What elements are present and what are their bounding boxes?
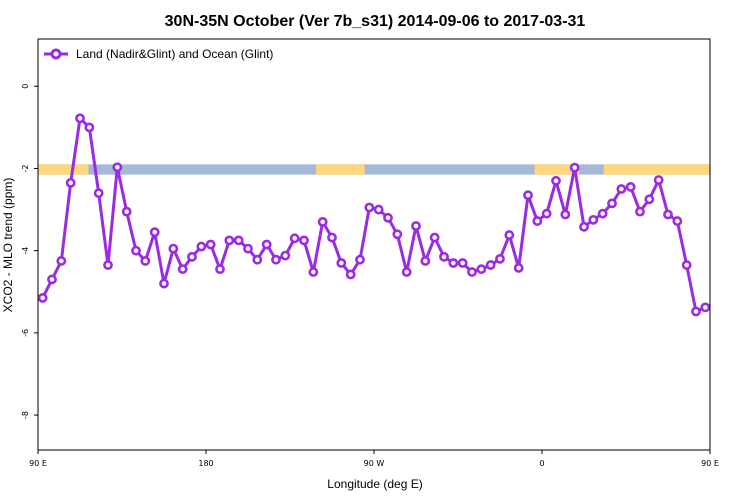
- data-point: [411, 221, 421, 231]
- data-point: [355, 254, 365, 265]
- data-point: [289, 233, 300, 244]
- data-point: [187, 251, 197, 262]
- land-band-segment-1: [316, 164, 365, 175]
- data-point: [420, 256, 431, 266]
- data-point: [65, 177, 76, 188]
- data-point: [616, 184, 627, 194]
- data-point: [523, 190, 533, 201]
- x-tick-label: 0: [539, 459, 544, 468]
- y-tick-label: -4: [21, 247, 30, 255]
- data-point: [597, 208, 608, 219]
- plot-frame: [37, 38, 711, 451]
- data-point: [448, 258, 459, 268]
- land-band-segment-2: [534, 164, 580, 175]
- data-point: [401, 267, 412, 277]
- land-ocean-band: [38, 164, 710, 175]
- data-point: [607, 198, 617, 209]
- legend: Land (Nadir&Glint) and Ocean (Glint): [44, 47, 273, 61]
- y-tick-label: -8: [21, 411, 30, 419]
- data-point: [243, 243, 253, 254]
- legend-marker: [50, 48, 62, 60]
- data-point: [233, 235, 244, 246]
- data-point: [299, 235, 309, 246]
- data-point: [513, 263, 524, 273]
- data-point: [93, 188, 104, 199]
- x-tick-label: 90 W: [364, 459, 385, 468]
- data-point: [541, 208, 552, 219]
- data-point: [38, 293, 48, 303]
- data-point: [681, 260, 692, 270]
- land-band-segment-3: [603, 164, 710, 175]
- data-point: [271, 254, 281, 265]
- data-point: [579, 221, 589, 232]
- land-band-segment-0: [38, 164, 89, 175]
- data-point: [112, 162, 123, 173]
- data-point: [140, 256, 151, 266]
- data-point: [383, 212, 393, 223]
- data-point: [131, 245, 141, 256]
- data-point: [439, 251, 449, 262]
- data-point: [644, 194, 655, 205]
- data-point: [625, 182, 636, 192]
- data-point: [159, 278, 169, 289]
- data-point: [327, 232, 337, 243]
- ocean-band: [38, 164, 710, 175]
- y-tick-label: -2: [21, 164, 30, 172]
- data-point: [177, 264, 188, 275]
- data-point: [691, 306, 701, 317]
- data-point: [504, 230, 515, 240]
- chart-title: 30N-35N October (Ver 7b_s31) 2014-09-06 …: [165, 13, 586, 30]
- data-point: [495, 253, 505, 264]
- x-tick-label: 90 E: [29, 459, 47, 468]
- y-tick-label: 0: [21, 84, 30, 89]
- data-point: [224, 235, 235, 246]
- data-point: [47, 274, 57, 285]
- data-point: [252, 254, 263, 265]
- data-point: [485, 260, 496, 270]
- data-point: [345, 269, 356, 280]
- legend-label: Land (Nadir&Glint) and Ocean (Glint): [76, 47, 273, 61]
- x-axis-ticks: 90 E 180 90 W 0 90 E: [29, 450, 719, 468]
- data-point: [364, 202, 375, 213]
- data-point: [429, 232, 440, 243]
- x-tick-label: 90 E: [701, 459, 719, 468]
- data-point: [308, 267, 319, 277]
- data-point: [205, 239, 216, 250]
- data-point: [317, 216, 328, 227]
- data-point: [551, 175, 561, 186]
- data-point: [532, 216, 543, 226]
- data-point: [168, 243, 179, 254]
- data-point: [75, 113, 85, 124]
- data-point: [672, 216, 683, 226]
- data-point: [457, 258, 468, 268]
- x-tick-label: 180: [198, 459, 213, 468]
- data-point: [261, 239, 272, 250]
- data-point: [280, 250, 291, 261]
- data-point: [663, 209, 673, 220]
- data-point: [373, 204, 384, 215]
- data-point: [569, 162, 580, 173]
- data-point: [121, 206, 132, 217]
- series-layer: [38, 113, 710, 317]
- data-point: [588, 214, 599, 225]
- data-point: [336, 258, 347, 268]
- data-point: [103, 260, 113, 270]
- data-point: [56, 256, 67, 266]
- data-point: [476, 264, 487, 275]
- data-point: [700, 302, 710, 313]
- data-point: [635, 206, 645, 217]
- data-point: [215, 264, 225, 275]
- data-point: [467, 267, 477, 277]
- data-point: [653, 175, 664, 185]
- data-point: [392, 229, 403, 240]
- y-axis-ticks: 0 -2 -4 -6 -8: [21, 84, 38, 419]
- y-tick-label: -6: [21, 329, 30, 337]
- data-point: [196, 241, 207, 252]
- y-axis-label: XCO2 - MLO trend (ppm): [1, 178, 15, 313]
- data-point: [560, 209, 571, 220]
- data-point: [84, 122, 95, 133]
- data-point: [149, 227, 160, 238]
- x-axis-label: Longitude (deg E): [327, 477, 422, 491]
